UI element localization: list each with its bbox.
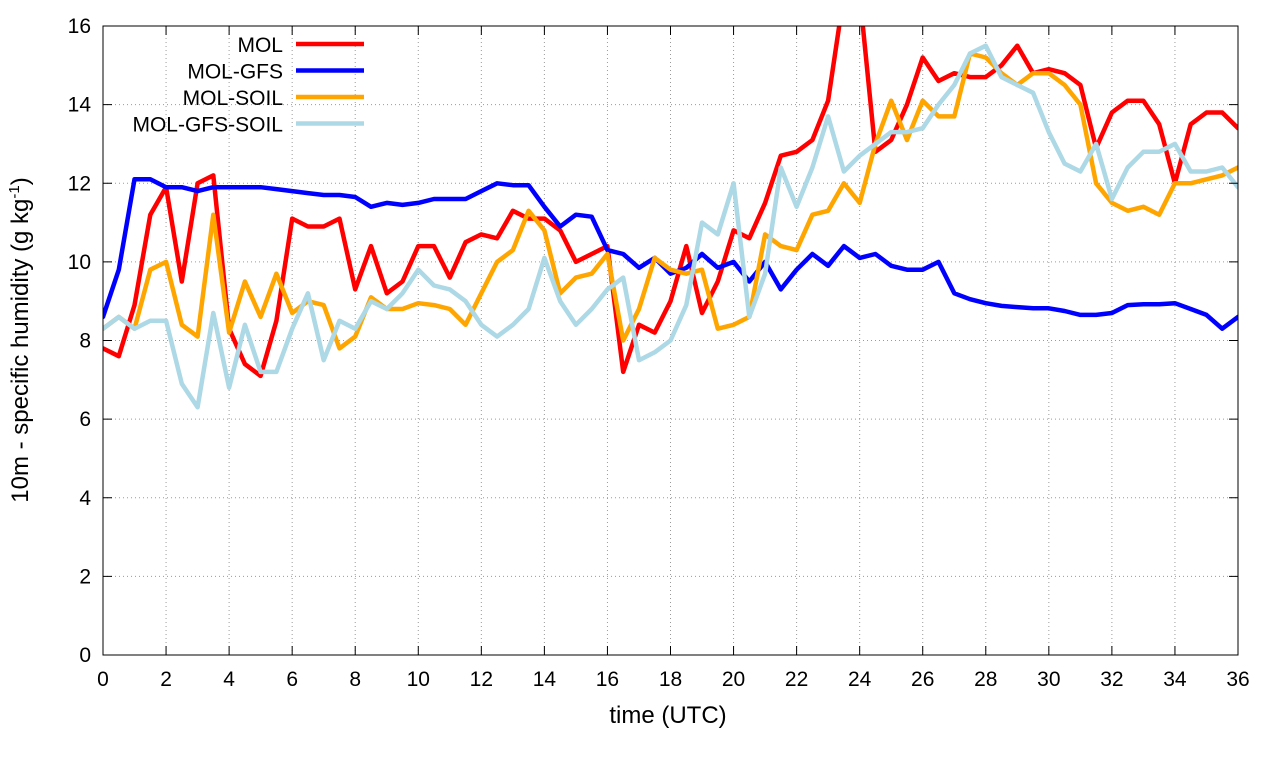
y-tick-label: 12 [68, 172, 91, 195]
y-tick-label: 10 [68, 251, 91, 274]
series-line-mol-soil [103, 51, 1238, 351]
y-axis-label-main: 10m - specific humidity (g kg [7, 199, 34, 503]
x-tick-label: 14 [533, 668, 557, 691]
legend-label: MOL [237, 34, 283, 57]
x-tick-label: 16 [596, 668, 619, 691]
y-axis-label: 10m - specific humidity (g kg-1) [6, 177, 34, 502]
x-tick-label: 30 [1037, 668, 1060, 691]
x-tick-label: 22 [785, 668, 808, 691]
x-tick-label: 8 [349, 668, 361, 691]
x-axis-label: time (UTC) [609, 702, 726, 729]
legend-label: MOL-SOIL [183, 87, 283, 110]
x-tick-label: 24 [848, 668, 872, 691]
series-line-mol-gfs-soil [103, 43, 1238, 410]
x-tick-label: 32 [1100, 668, 1123, 691]
y-tick-label: 4 [79, 487, 91, 510]
y-tick-label: 8 [79, 330, 91, 353]
y-tick-label: 16 [68, 15, 91, 38]
x-tick-label: 0 [97, 668, 109, 691]
legend: MOL MOL-GFS MOL-SOIL MOL-GFS-SOIL [132, 34, 364, 137]
y-tick-label: 2 [79, 565, 91, 588]
x-tick-label: 2 [160, 668, 172, 691]
y-tick-label: 0 [79, 644, 91, 667]
x-tick-label: 20 [722, 668, 745, 691]
y-tick-label: 14 [68, 94, 92, 117]
x-tick-label: 10 [407, 668, 430, 691]
legend-label: MOL-GFS [187, 61, 283, 84]
y-axis-label-superscript: -1 [6, 185, 23, 198]
grid-lines [103, 26, 1238, 655]
legend-label: MOL-GFS-SOIL [132, 114, 283, 137]
x-tick-label: 18 [659, 668, 682, 691]
x-tick-label: 28 [974, 668, 997, 691]
series-line-mol [103, 26, 1238, 379]
y-axis-label-tail: ) [7, 177, 34, 185]
series-lines [103, 26, 1238, 410]
x-tick-label: 12 [470, 668, 493, 691]
x-tick-label: 36 [1226, 668, 1249, 691]
x-tick-label: 6 [286, 668, 298, 691]
x-tick-label: 34 [1163, 668, 1187, 691]
x-tick-label: 26 [911, 668, 934, 691]
y-tick-label: 6 [79, 408, 91, 431]
x-tick-label: 4 [223, 668, 235, 691]
series-line-mol-gfs [103, 177, 1238, 331]
